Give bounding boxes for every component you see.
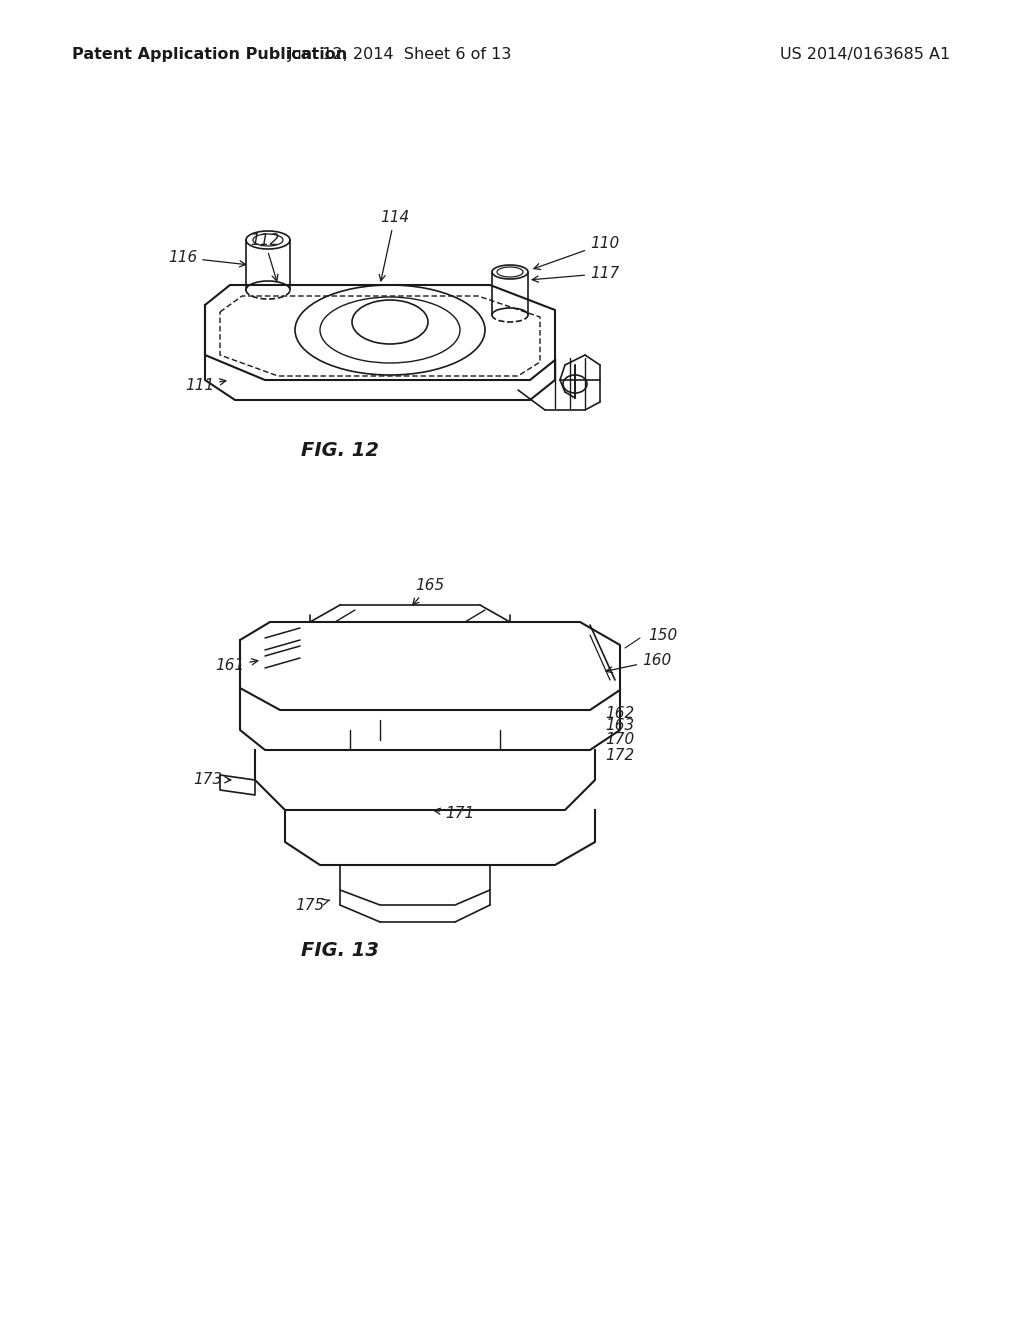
Text: 117: 117 [532,267,620,282]
Text: 116: 116 [168,249,246,267]
Text: 114: 114 [379,210,410,281]
Text: 163: 163 [605,718,634,734]
Text: 150: 150 [648,627,677,643]
Text: Jun. 12, 2014  Sheet 6 of 13: Jun. 12, 2014 Sheet 6 of 13 [288,48,512,62]
Text: 161: 161 [215,657,258,673]
Text: 171: 171 [434,807,474,821]
Text: 112: 112 [250,234,280,281]
Text: 175: 175 [295,898,330,913]
Text: Patent Application Publication: Patent Application Publication [72,48,347,62]
Text: 111: 111 [185,378,226,393]
Text: 170: 170 [605,733,634,747]
Text: FIG. 12: FIG. 12 [301,441,379,459]
Text: 165: 165 [413,578,444,605]
Text: 160: 160 [606,653,672,673]
Text: US 2014/0163685 A1: US 2014/0163685 A1 [780,48,950,62]
Text: 173: 173 [193,772,230,787]
Text: 110: 110 [534,236,620,269]
Text: 172: 172 [605,747,634,763]
Text: FIG. 13: FIG. 13 [301,940,379,960]
Text: 162: 162 [605,705,634,721]
